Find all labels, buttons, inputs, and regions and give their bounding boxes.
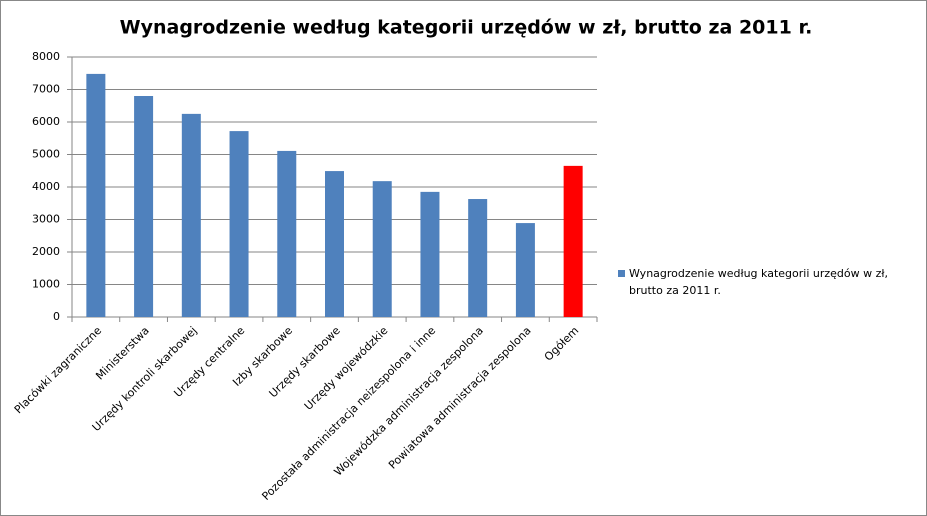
- legend: Wynagrodzenie według kategorii urzędów w…: [618, 265, 918, 299]
- x-tick-label: Ogółem: [542, 324, 582, 364]
- bar: [229, 131, 249, 317]
- bar: [420, 191, 440, 317]
- x-tick-label: Placówki zagraniczne: [12, 324, 104, 416]
- legend-label: Wynagrodzenie według kategorii urzędów w…: [629, 267, 889, 297]
- bar: [181, 113, 201, 317]
- y-tick-label: 3000: [32, 213, 60, 226]
- y-tick-label: 5000: [32, 148, 60, 161]
- bar: [372, 181, 392, 317]
- bar: [86, 73, 106, 318]
- y-tick-label: 7000: [32, 83, 60, 96]
- y-tick-label: 1000: [32, 278, 60, 291]
- y-tick-label: 8000: [32, 50, 60, 63]
- x-tick-label: Pozostała administracja neizespolona i i…: [259, 324, 438, 503]
- y-tick-label: 0: [53, 310, 60, 323]
- bar: [134, 96, 154, 317]
- x-tick-label: Urzędy wojewódzkie: [302, 324, 391, 413]
- bar: [277, 150, 297, 317]
- bar: [563, 165, 583, 317]
- bar: [515, 223, 535, 317]
- legend-swatch: [618, 270, 625, 277]
- bar: [468, 199, 488, 317]
- y-tick-label: 6000: [32, 115, 60, 128]
- y-tick-label: 2000: [32, 245, 60, 258]
- chart-title: Wynagrodzenie według kategorii urzędów w…: [120, 17, 813, 39]
- bar: [325, 171, 344, 317]
- y-tick-label: 4000: [32, 180, 60, 193]
